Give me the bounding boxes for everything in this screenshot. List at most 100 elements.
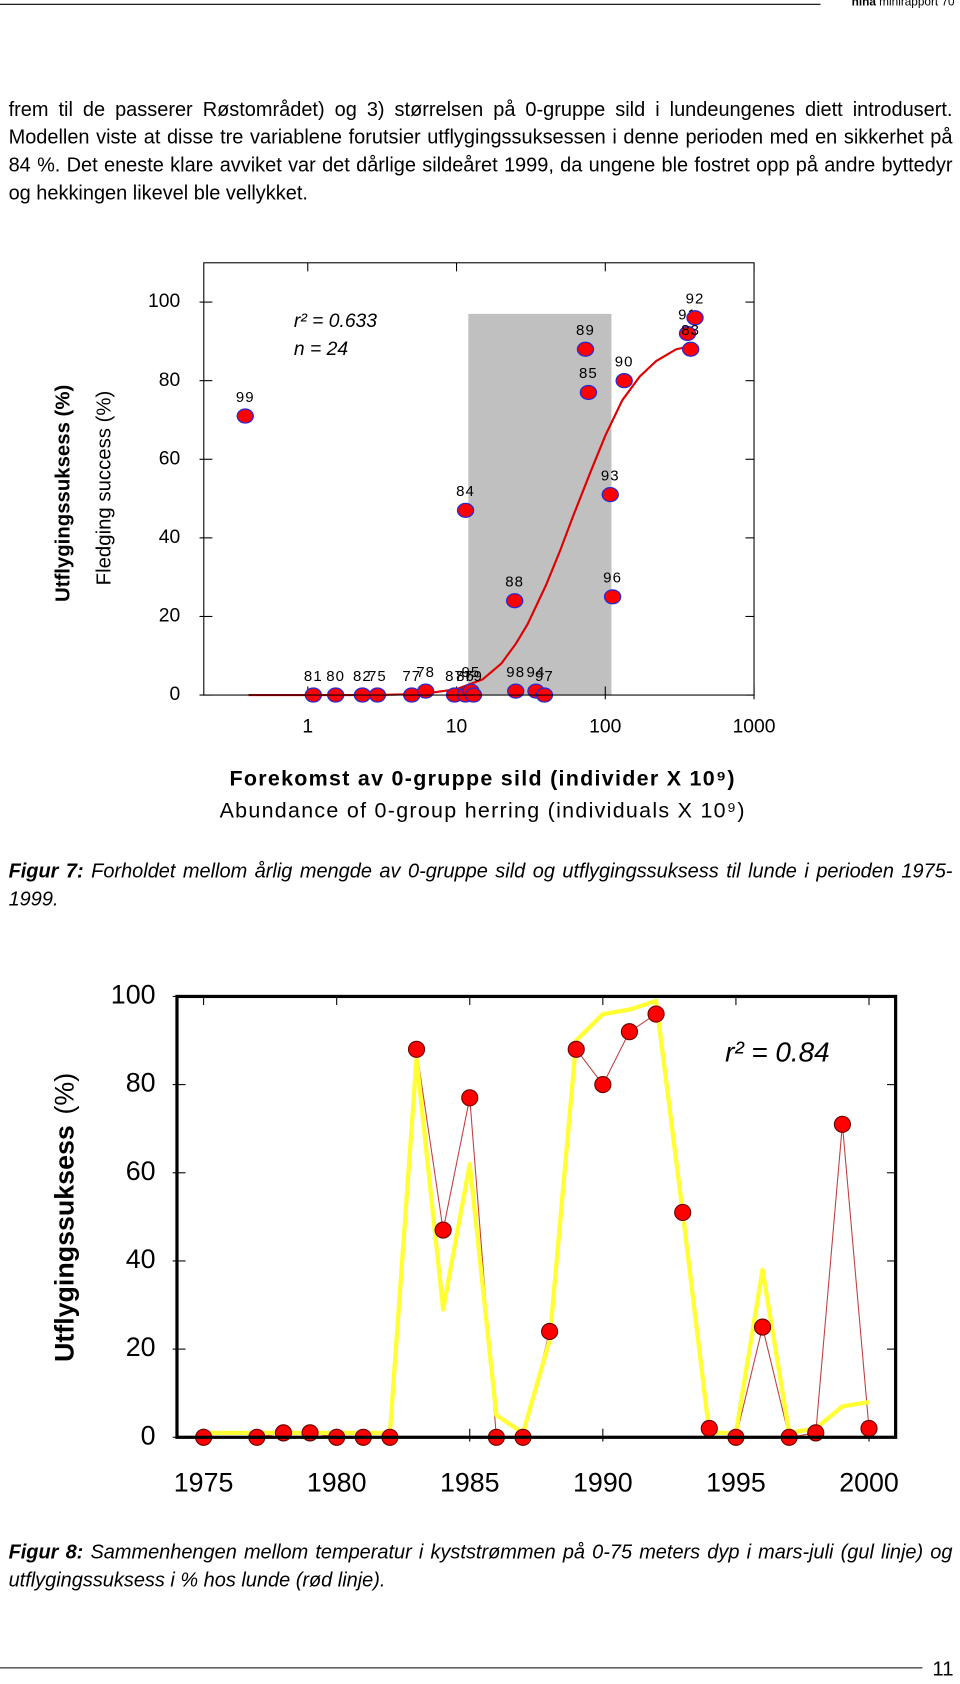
point-label: 94 [527,664,546,681]
data-point [833,1115,851,1133]
header-report: minirapport 70 [879,0,955,9]
point-label: 96 [603,570,622,587]
data-point [686,310,704,326]
x-tick-label: 1980 [307,1468,367,1498]
y-tick-label: 80 [126,1068,156,1098]
x-tick-label: 1 [302,716,313,737]
point-label: 88 [505,573,524,590]
plot-area: 0 20 40 60 80 100 1975 1980 1985 1990 1995 2000 r² =… [111,980,899,1498]
y-axis-title: Utflygingssuksess (%) [53,385,75,602]
point-label: 95 [462,664,481,681]
figure-7: 0204060801001101001000998488898590939691… [53,262,776,823]
data-point [576,341,595,357]
data-point [603,589,622,605]
plot-frame [175,994,898,1439]
x-tick-label: 1995 [706,1468,766,1498]
data-point [416,683,435,699]
caption-text: Forholdet mellom årlig mengde av 0-grupp… [8,859,953,910]
y-axis-title-unit: (%) [50,1073,80,1115]
caption-label: Figur 8: [8,1540,84,1563]
point-label: 80 [326,668,345,685]
point-label: 90 [615,353,634,370]
shaded-range [468,313,612,696]
header-brand: nina [851,0,876,9]
y-tick-label: 80 [159,370,180,391]
annotation: r² = 0.84 [725,1037,830,1068]
data-point [567,1040,585,1058]
figure-caption: Figur 7: Forholdet mellom årlig mengde a… [9,857,953,913]
caption-text: Sammenhengen mellom temperatur i kyststr… [8,1540,953,1591]
x-tick-label: 2000 [839,1468,899,1498]
data-point [507,683,525,699]
annotation: r² = 0.633 [294,311,377,332]
data-point [678,325,697,342]
page-number: 11 [932,1658,954,1681]
figure-8: 0 20 40 60 80 100 1975 1980 1985 1990 1995 2000 r² =… [50,980,899,1498]
x-tick-label: 1000 [733,716,776,737]
running-header: nina minirapport 70 [852,0,955,9]
point-label: 92 [686,291,705,308]
point-label: 87 [445,668,464,685]
data-point [753,1318,772,1336]
point-label: 84 [456,483,475,500]
y-axis-title: Utflygingssuksess (%) [50,1073,80,1362]
plot-frame [203,262,755,696]
data-point [615,373,633,389]
data-point [461,1089,479,1107]
x-axis-title: Forekomst av 0-gruppe sild (individer X … [229,766,735,790]
y-tick-label: 20 [159,606,180,627]
point-label: 79 [464,668,483,685]
y-tick-label: 60 [126,1156,156,1186]
point-label: 77 [402,668,421,685]
y-tick-label: 40 [159,527,180,548]
x-tick-label: 100 [589,716,621,737]
point-label: 97 [535,668,554,685]
y-tick-label: 0 [141,1420,156,1450]
y-tick-label: 20 [126,1332,156,1362]
point-label: 99 [236,389,255,406]
data-point [434,1221,452,1239]
x-tick-label: 1975 [174,1468,234,1498]
body-paragraph: frem til de passerer Røstområdet) og 3) … [8,97,953,204]
data-point [674,1203,692,1222]
point-label: 86 [456,668,475,685]
y-axis-title-en: Fledging success (%) [93,391,115,586]
point-label: 81 [304,668,323,685]
caption-label: Figur 7: [8,859,84,882]
point-label: 83 [681,322,700,339]
y-tick-label: 100 [111,980,156,1010]
data-point [541,1322,559,1341]
point-label: 75 [368,668,387,685]
data-point [456,502,475,518]
x-tick-label: 1990 [573,1468,633,1498]
data-point [681,341,700,357]
point-label: 93 [601,467,620,484]
data-point [700,1419,718,1438]
data-point [579,384,598,401]
x-axis-title-en: Abundance of 0-group herring (individual… [220,799,746,823]
point-label: 89 [576,322,595,339]
x-tick-label: 1985 [440,1468,500,1498]
data-point [594,1076,612,1094]
point-label: 78 [416,664,435,681]
y-tick-label: 40 [126,1244,156,1274]
plot-area: 0204060801001101001000998488898590939691… [148,262,776,737]
data-point [860,1419,878,1438]
y-tick-label: 60 [159,448,180,469]
point-label: 85 [579,365,598,382]
y-tick-label: 0 [169,684,180,705]
point-label: 82 [353,668,372,685]
data-point [601,487,619,503]
series-line [203,1013,870,1438]
data-point [236,408,254,424]
data-point [647,1005,665,1023]
point-label: 98 [506,664,525,681]
data-point [620,1023,639,1041]
annotation: n = 24 [294,339,348,360]
x-tick-label: 10 [446,716,467,737]
y-tick-label: 100 [148,291,180,312]
data-point [505,593,524,609]
